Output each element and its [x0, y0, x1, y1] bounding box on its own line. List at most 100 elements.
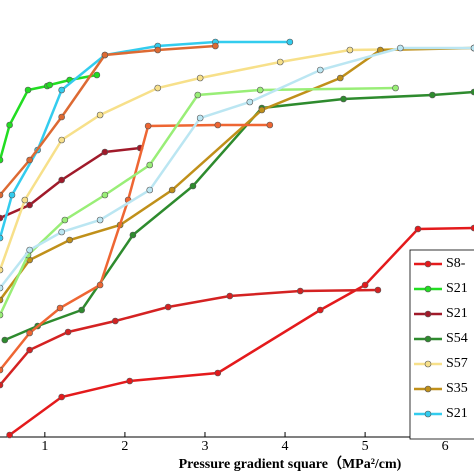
point: [316, 306, 324, 314]
legend-label: S21: [446, 281, 468, 296]
point: [111, 317, 119, 325]
point: [96, 216, 104, 224]
point: [46, 81, 53, 89]
point: [397, 44, 404, 52]
legend-marker: [424, 285, 432, 293]
point: [189, 182, 197, 190]
point: [214, 121, 222, 129]
point: [226, 292, 234, 300]
x-tick-label: 4: [282, 439, 289, 454]
point: [96, 281, 104, 289]
point: [0, 296, 4, 304]
point: [66, 236, 73, 244]
x-tick-label: 1: [41, 439, 48, 454]
point: [340, 95, 347, 103]
point: [392, 84, 399, 92]
legend-marker: [424, 335, 432, 343]
point: [196, 74, 204, 82]
point: [26, 156, 33, 164]
point: [0, 266, 4, 274]
point: [0, 366, 4, 374]
point: [96, 111, 104, 119]
point: [414, 225, 422, 233]
series-line: [0, 46, 474, 289]
point: [58, 228, 65, 236]
point: [258, 106, 266, 114]
point: [0, 381, 4, 389]
point: [58, 136, 65, 144]
point: [214, 369, 222, 377]
point: [61, 216, 69, 224]
series-line: [0, 86, 396, 316]
legend-label: S54: [446, 331, 468, 346]
legend-label: S8-: [446, 256, 466, 271]
point: [58, 176, 65, 184]
point: [144, 122, 152, 130]
legend-label: S21: [446, 406, 468, 421]
point: [101, 191, 109, 199]
point: [56, 304, 64, 312]
point: [0, 214, 4, 222]
point: [429, 91, 436, 99]
point: [361, 281, 369, 289]
point: [168, 186, 176, 194]
legend-box: [409, 249, 474, 440]
x-tick-label: 6: [442, 439, 449, 454]
point: [146, 161, 154, 169]
point: [470, 44, 474, 52]
point: [296, 287, 304, 295]
point: [346, 46, 354, 54]
point: [154, 84, 162, 92]
point: [0, 156, 4, 164]
series-line: [0, 40, 290, 239]
x-tick-label: 5: [362, 439, 369, 454]
legend-label: S57: [446, 356, 468, 371]
point: [64, 328, 72, 336]
point: [164, 303, 172, 311]
series-line: [0, 288, 378, 386]
point: [24, 86, 32, 94]
legend-label: S21: [446, 306, 468, 321]
point: [58, 393, 65, 401]
point: [316, 66, 324, 74]
legend-marker: [424, 385, 432, 393]
point: [58, 86, 65, 94]
point: [0, 284, 4, 292]
point: [154, 46, 162, 54]
point: [126, 377, 134, 385]
series-line: [0, 44, 216, 196]
point: [0, 311, 4, 319]
point: [194, 91, 202, 99]
point: [246, 98, 254, 106]
point: [1, 336, 9, 344]
point: [21, 196, 29, 204]
point: [212, 42, 219, 50]
point: [6, 121, 13, 129]
point: [8, 191, 16, 199]
legend-marker: [424, 360, 432, 368]
series-line: [8, 226, 474, 437]
point: [276, 58, 284, 66]
point: [256, 86, 264, 94]
point: [196, 114, 204, 122]
legend-marker: [424, 410, 432, 418]
point: [101, 148, 109, 156]
point: [58, 113, 65, 121]
x-tick-label: 3: [201, 439, 208, 454]
point: [26, 201, 33, 209]
point: [146, 186, 154, 194]
point: [93, 71, 101, 79]
point: [101, 51, 109, 59]
legend-marker: [424, 310, 432, 318]
point: [0, 191, 4, 199]
point: [374, 286, 382, 294]
series-line: [0, 123, 270, 371]
point: [470, 224, 474, 232]
point: [6, 431, 13, 439]
point: [26, 246, 33, 254]
point: [26, 329, 33, 337]
legend-label: S35: [446, 381, 468, 396]
x-axis-title: Pressure gradient square（MPa²/cm): [179, 456, 402, 472]
